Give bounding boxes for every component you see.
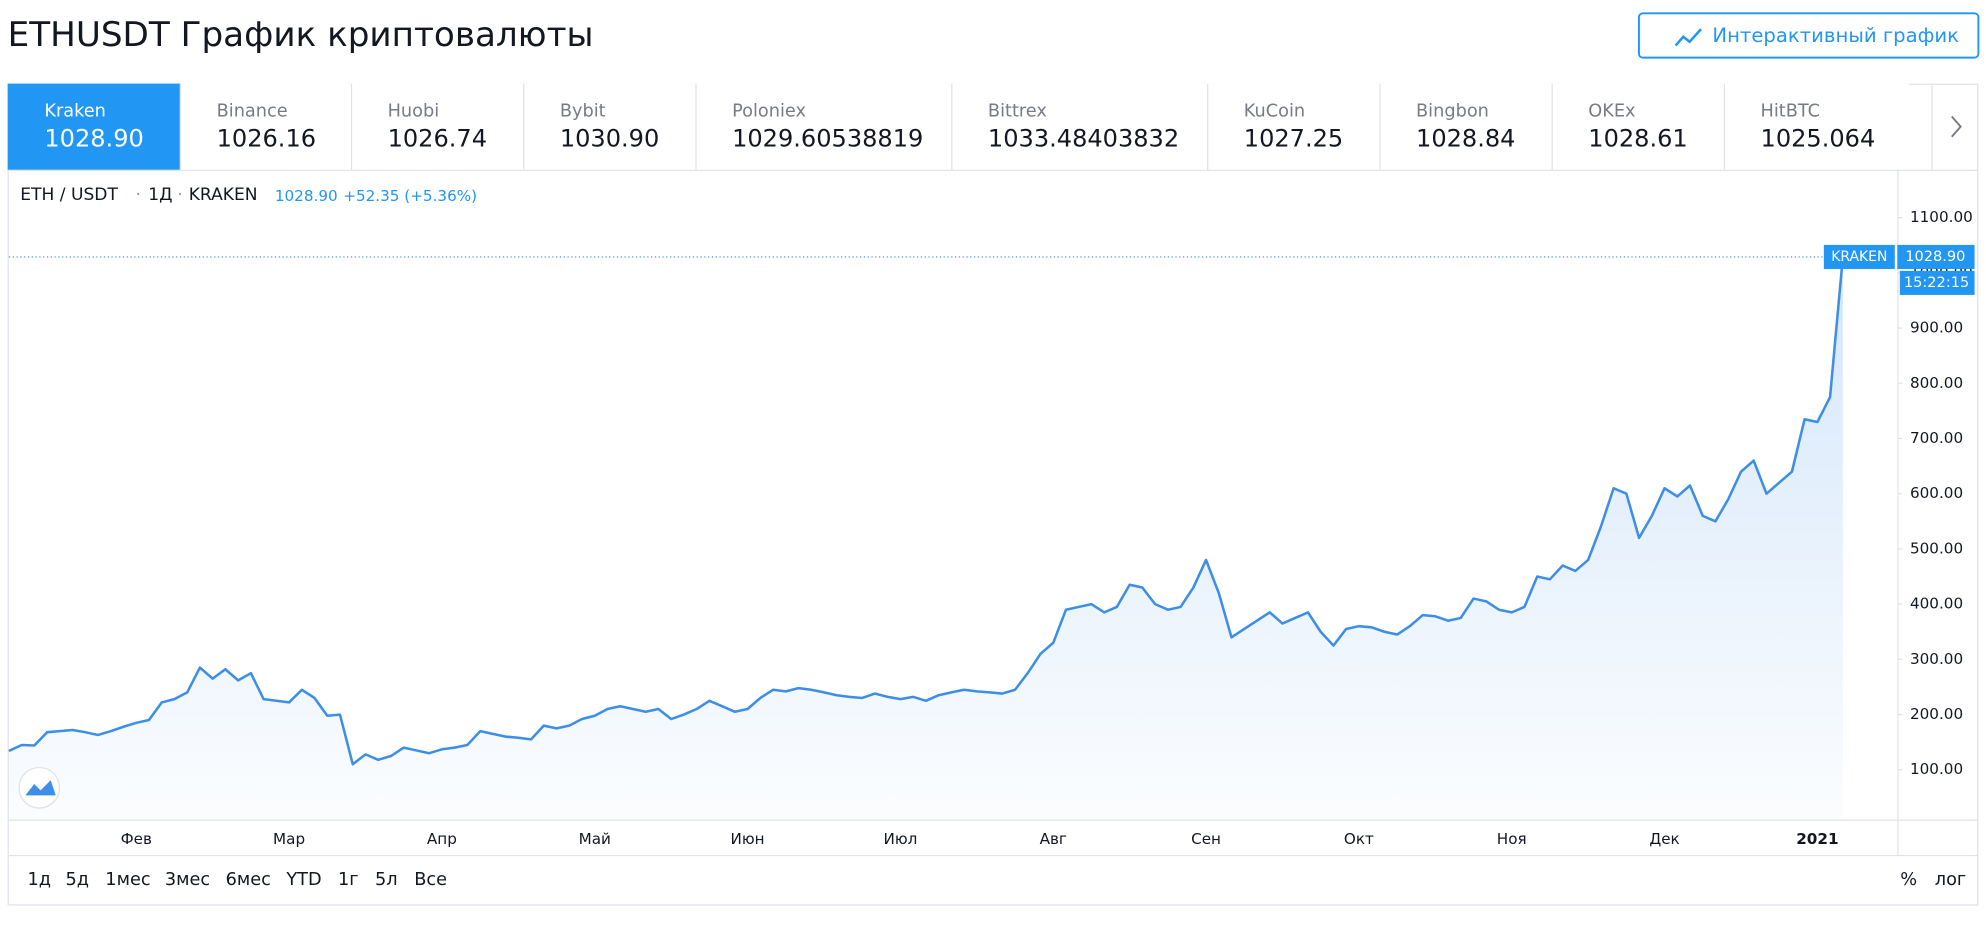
exchange-tab[interactable]	[350, 83, 524, 170]
y-tick-label: 600.00	[1910, 484, 1963, 502]
y-tick-label: 400.00	[1910, 595, 1963, 613]
separator: ·	[177, 185, 182, 205]
exchange-price[interactable]: 1026.16	[217, 124, 316, 152]
logo-shape	[25, 780, 56, 796]
x-tick-label: Авг	[1040, 830, 1067, 848]
exchange-name[interactable]: HitBTC	[1761, 101, 1821, 121]
tabs-next-arrow[interactable]	[1951, 115, 1962, 138]
y-tick-label: 900.00	[1910, 319, 1963, 337]
exchange-price[interactable]: 1033.48403832	[988, 124, 1179, 152]
range-button[interactable]: 3мес	[165, 870, 210, 890]
scale-button[interactable]: лог	[1935, 870, 1966, 890]
area-fill	[8, 256, 1843, 820]
range-button[interactable]: 1г	[338, 870, 359, 890]
exchange-tag-label: KRAKEN	[1831, 249, 1887, 265]
plot: 100.00 200.00 300.00 400.00 500.00 600.00 700.…	[8, 208, 1975, 848]
exchange-name[interactable]: Binance	[217, 101, 288, 121]
exchange-tab[interactable]	[7, 83, 180, 170]
range-button[interactable]: 5д	[66, 870, 90, 890]
price-tag	[1897, 244, 1975, 269]
exchange-tabs: Kraken 1028.90 Binance 1026.16 Huobi 1026.74 B…	[7, 83, 1909, 170]
exchange-price[interactable]: 1028.84	[1416, 124, 1515, 152]
x-tick-label: Сен	[1191, 830, 1221, 848]
logo	[18, 766, 61, 809]
y-tick-label: 500.00	[1910, 539, 1963, 557]
x-tick-label: Фев	[121, 830, 152, 848]
price-tag-label: 1028.90	[1905, 248, 1965, 265]
exchange-name[interactable]: Huobi	[388, 101, 440, 121]
exchange-name[interactable]: Kraken	[44, 101, 106, 121]
x-tick-label: 2021	[1796, 830, 1838, 848]
legend-change: +52.35 (+5.36%)	[343, 187, 477, 205]
exchange-tag	[1823, 244, 1895, 269]
exchange-price[interactable]: 1025.064	[1761, 124, 1876, 152]
button-frame[interactable]	[1637, 12, 1980, 59]
exchange-price[interactable]: 1030.90	[560, 124, 659, 152]
exchange-tab[interactable]	[695, 83, 952, 170]
separator: ·	[136, 185, 141, 205]
chart-legend: ETH / USDT · 1Д · KRAKEN 1028.90 +52.35 …	[20, 185, 477, 205]
interval: 1Д	[148, 185, 172, 205]
x-tick-label: Дек	[1649, 830, 1679, 848]
y-tick-label: 100.00	[1910, 760, 1963, 778]
exchange-tab[interactable]	[1207, 83, 1380, 170]
range-button[interactable]: 6мес	[226, 870, 271, 890]
x-tick-label: Апр	[427, 830, 457, 848]
exchange-tab[interactable]	[1379, 83, 1552, 170]
exchange-tab[interactable]	[1723, 83, 1909, 170]
legend-price: 1028.90	[275, 187, 338, 205]
range-button[interactable]: YTD	[285, 870, 321, 890]
range-button[interactable]: 1мес	[105, 870, 150, 890]
exchange-tab[interactable]	[951, 83, 1208, 170]
symbol: ETH / USDT	[20, 185, 118, 205]
exchange-tab[interactable]	[179, 83, 351, 170]
x-tick-label: Май	[579, 830, 611, 848]
y-tick-label: 700.00	[1910, 429, 1963, 447]
scale-button[interactable]: %	[1900, 870, 1917, 890]
page-title: ETHUSDT График криптовалюты	[8, 15, 594, 55]
time-tag	[1899, 270, 1975, 295]
range-button[interactable]: Все	[414, 870, 447, 890]
bottom-toolbar: 1д 5д 1мес 3мес 6мес YTD 1г 5л Все% лог	[28, 870, 1967, 890]
x-tick-label: Окт	[1344, 830, 1374, 848]
y-tick-label: 800.00	[1910, 374, 1963, 392]
x-tick-label: Мар	[273, 830, 305, 848]
exchange-name[interactable]: Bingbon	[1416, 101, 1489, 121]
exchange-tab[interactable]	[523, 83, 696, 170]
y-tick-label: 200.00	[1910, 705, 1963, 723]
price-line	[8, 256, 1845, 766]
range-button[interactable]: 5л	[375, 870, 398, 890]
exchange-price[interactable]: 1027.25	[1244, 124, 1343, 152]
exchange-name[interactable]: Bybit	[560, 101, 606, 121]
exchange-name[interactable]: Poloniex	[732, 101, 806, 121]
button-icon	[1674, 28, 1702, 47]
x-tick-label: Ноя	[1497, 830, 1527, 848]
x-tick-label: Июл	[883, 830, 917, 848]
exchange-name[interactable]: Bittrex	[988, 101, 1047, 121]
exchange-price[interactable]: 1028.90	[44, 124, 143, 152]
exchange-price[interactable]: 1029.60538819	[732, 124, 923, 152]
interactive-button[interactable]: Интерактивный график	[1637, 12, 1980, 59]
button-label[interactable]: Интерактивный график	[1712, 24, 1959, 47]
y-tick-label: 300.00	[1910, 650, 1963, 668]
time-tag-label: 15:22:15	[1904, 274, 1969, 291]
exchange-price[interactable]: 1026.74	[388, 124, 487, 152]
range-button[interactable]: 1д	[28, 870, 52, 890]
exchange-name[interactable]: KuCoin	[1244, 101, 1305, 121]
logo-circle	[18, 766, 61, 809]
y-tick-label: 1100.00	[1910, 208, 1973, 226]
exchange-price[interactable]: 1028.61	[1588, 124, 1687, 152]
exchange: KRAKEN	[189, 185, 258, 205]
exchange-name[interactable]: OKEx	[1588, 101, 1635, 121]
exchange-tab[interactable]	[1551, 83, 1724, 170]
x-tick-label: Июн	[731, 830, 765, 848]
